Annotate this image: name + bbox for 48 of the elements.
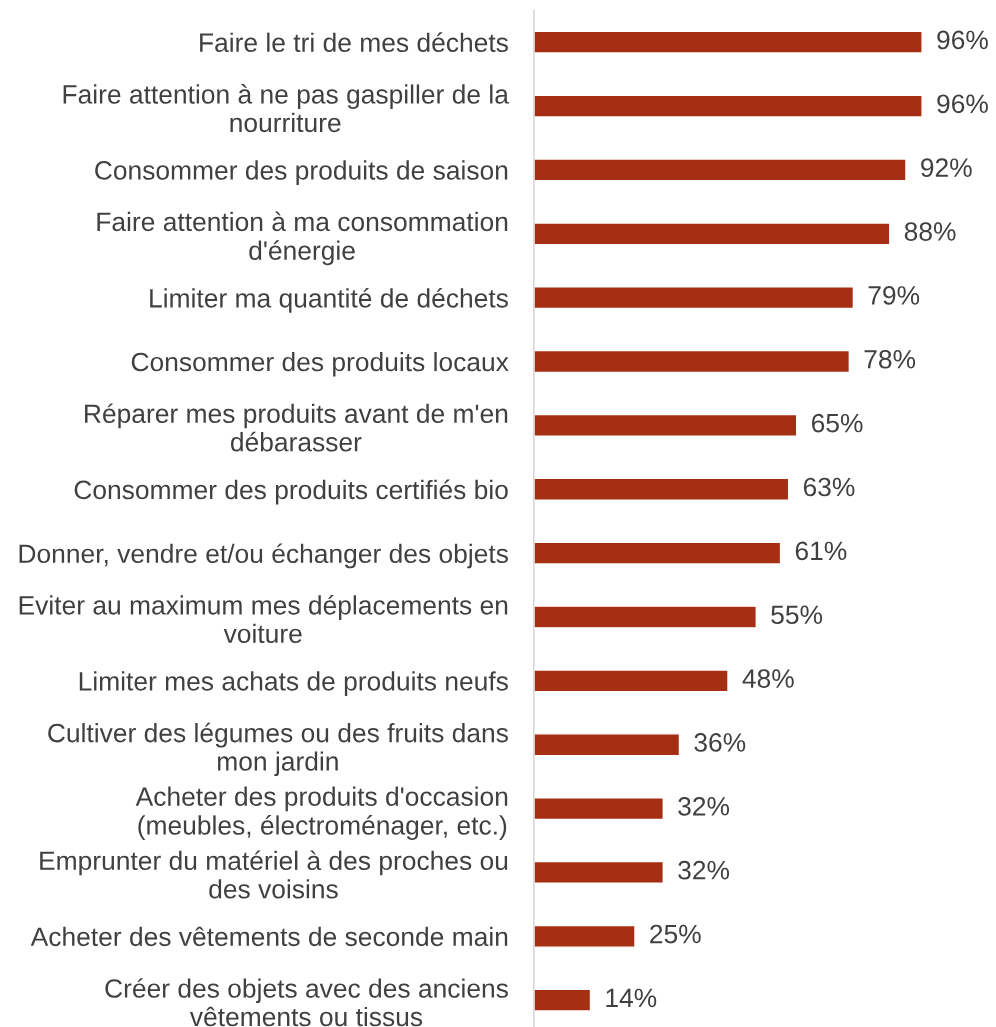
data-label: 25% <box>650 924 701 944</box>
y-tick-label: Consommer des produits certifiés bio <box>74 479 508 505</box>
data-label: 61% <box>795 541 847 561</box>
data-label: 88% <box>904 222 956 241</box>
y-tick-label: Réparer mes produits avant de m'en débarasser <box>85 403 508 452</box>
bar <box>533 413 798 437</box>
bar <box>533 349 851 374</box>
y-tick-label: Donner, vendre et/ou échanger des objets <box>19 543 508 569</box>
data-label: 48% <box>742 669 794 688</box>
data-label: 78% <box>864 349 916 369</box>
bar <box>533 733 681 757</box>
data-label: 96% <box>937 94 988 114</box>
y-tick-label: Consommer des produits de saison <box>95 160 508 185</box>
bar <box>533 605 757 629</box>
y-tick-label: Limiter mes achats de produits neufs <box>79 671 508 696</box>
bar <box>533 988 592 1012</box>
y-tick-label: Faire attention à ma consommation d'énergie <box>97 211 508 266</box>
bar <box>533 669 729 693</box>
y-tick-label: Eviter au maximum mes déplacements en voiture <box>19 594 508 644</box>
y-tick-label: Acheter des produits d'occasion (meubles, électroménager, etc.) <box>135 786 508 840</box>
data-label: 36% <box>694 733 746 752</box>
bar <box>533 94 923 118</box>
data-label: 96% <box>937 30 988 50</box>
y-tick-label: Emprunter du matériel à des proches ou des voisins <box>40 850 508 899</box>
data-label: 32% <box>678 796 730 816</box>
y-tick-label: Acheter des vêtements de seconde main <box>30 926 508 947</box>
y-tick-label: Consommer des produits locaux <box>131 351 509 377</box>
data-label: 65% <box>811 413 863 433</box>
bar <box>533 477 790 501</box>
bar <box>533 860 664 884</box>
data-label: 14% <box>606 988 657 1008</box>
y-tick-label: Faire le tri de mes déchets <box>200 32 508 53</box>
data-label: 32% <box>678 860 730 880</box>
y-tick-label: Créer des objets avec des anciens vêtements ou tissus <box>105 978 508 1027</box>
data-label: 92% <box>921 158 972 178</box>
bar <box>533 30 923 54</box>
bar <box>533 541 782 565</box>
bar <box>533 924 636 948</box>
y-tick-label: Cultiver des légumes ou des fruits dans mon jardin <box>48 722 508 777</box>
bar <box>533 222 891 246</box>
y-tick-label: Limiter ma quantité de déchets <box>150 287 508 313</box>
bar <box>533 797 664 821</box>
data-label: 63% <box>803 477 855 497</box>
y-tick-label: Faire attention à ne pas gaspiller de la nourriture <box>63 84 509 133</box>
bar <box>533 158 907 182</box>
data-label: 55% <box>771 605 823 625</box>
data-label: 79% <box>868 286 920 305</box>
bar <box>533 286 855 310</box>
